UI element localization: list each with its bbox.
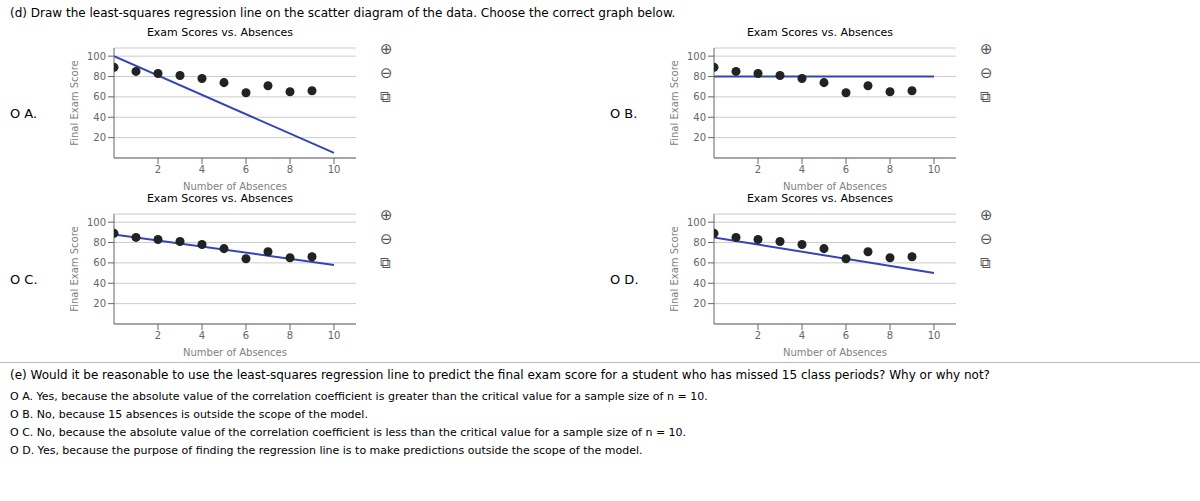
- svg-text:8: 8: [887, 164, 893, 175]
- svg-text:10: 10: [328, 330, 341, 341]
- svg-text:2: 2: [155, 330, 161, 341]
- html-text:O D. Yes, because the purpose: O D. Yes, because the purpose of finding…: [10, 444, 643, 457]
- html-text:Exam Scores vs. Absences: Exam Scores vs. Absences: [146, 192, 294, 205]
- svg-text:40: 40: [93, 278, 106, 289]
- svg-text:100: 100: [687, 217, 706, 228]
- svg-text:4: 4: [799, 164, 805, 175]
- svg-text:20: 20: [693, 298, 706, 309]
- svg-text:Number of Absences: Number of Absences: [783, 347, 887, 356]
- svg-text:20: 20: [693, 132, 706, 143]
- svg-text:60: 60: [693, 91, 706, 102]
- html-text:(e) Would it be reasonable to: (e) Would it be reasonable to use the le…: [10, 368, 990, 382]
- html-text:O C.: O C.: [10, 272, 38, 287]
- svg-text:60: 60: [93, 257, 106, 268]
- svg-text:40: 40: [693, 112, 706, 123]
- svg-text:60: 60: [93, 91, 106, 102]
- svg-text:4: 4: [199, 330, 205, 341]
- svg-text:80: 80: [93, 237, 106, 248]
- svg-text:6: 6: [243, 330, 249, 341]
- html-text:(d) Draw the least-squares reg: (d) Draw the least-squares regression li…: [10, 6, 676, 20]
- html-text:O C. No, because the absolute: O C. No, because the absolute value of t…: [10, 426, 687, 439]
- html-text:O B. No, because 15 absences i: O B. No, because 15 absences is outside …: [10, 408, 368, 421]
- svg-text:Final Exam Score: Final Exam Score: [70, 226, 80, 312]
- svg-text:2: 2: [755, 330, 761, 341]
- svg-text:6: 6: [243, 164, 249, 175]
- html-text:O B.: O B.: [610, 106, 638, 121]
- svg-text:4: 4: [199, 164, 205, 175]
- svg-text:Final Exam Score: Final Exam Score: [70, 60, 80, 146]
- svg-text:6: 6: [843, 164, 849, 175]
- svg-text:100: 100: [687, 51, 706, 62]
- svg-text:8: 8: [887, 330, 893, 341]
- html-text:O A. Yes, because the absolute: O A. Yes, because the absolute value of …: [10, 390, 708, 403]
- svg-text:Number of Absences: Number of Absences: [783, 181, 887, 190]
- svg-text:40: 40: [693, 278, 706, 289]
- svg-text:10: 10: [328, 164, 341, 175]
- svg-text:40: 40: [93, 112, 106, 123]
- svg-text:100: 100: [87, 217, 106, 228]
- svg-text:6: 6: [843, 330, 849, 341]
- svg-text:80: 80: [693, 71, 706, 82]
- svg-text:8: 8: [287, 330, 293, 341]
- html-text:Exam Scores vs. Absences: Exam Scores vs. Absences: [746, 26, 894, 39]
- svg-text:2: 2: [755, 164, 761, 175]
- svg-text:Number of Absences: Number of Absences: [183, 181, 287, 190]
- svg-text:2: 2: [155, 164, 161, 175]
- svg-text:80: 80: [93, 71, 106, 82]
- svg-text:20: 20: [93, 298, 106, 309]
- svg-text:80: 80: [693, 237, 706, 248]
- svg-text:Final Exam Score: Final Exam Score: [670, 226, 680, 312]
- svg-text:8: 8: [287, 164, 293, 175]
- html-text:O D.: O D.: [610, 272, 639, 287]
- svg-text:4: 4: [799, 330, 805, 341]
- html-text:Exam Scores vs. Absences: Exam Scores vs. Absences: [146, 26, 294, 39]
- html-text:Exam Scores vs. Absences: Exam Scores vs. Absences: [746, 192, 894, 205]
- svg-text:60: 60: [693, 257, 706, 268]
- html-text:O A.: O A.: [10, 106, 38, 121]
- svg-text:20: 20: [93, 132, 106, 143]
- svg-text:Number of Absences: Number of Absences: [183, 347, 287, 356]
- svg-text:100: 100: [87, 51, 106, 62]
- svg-text:10: 10: [928, 164, 941, 175]
- svg-text:Final Exam Score: Final Exam Score: [670, 60, 680, 146]
- svg-text:10: 10: [928, 330, 941, 341]
